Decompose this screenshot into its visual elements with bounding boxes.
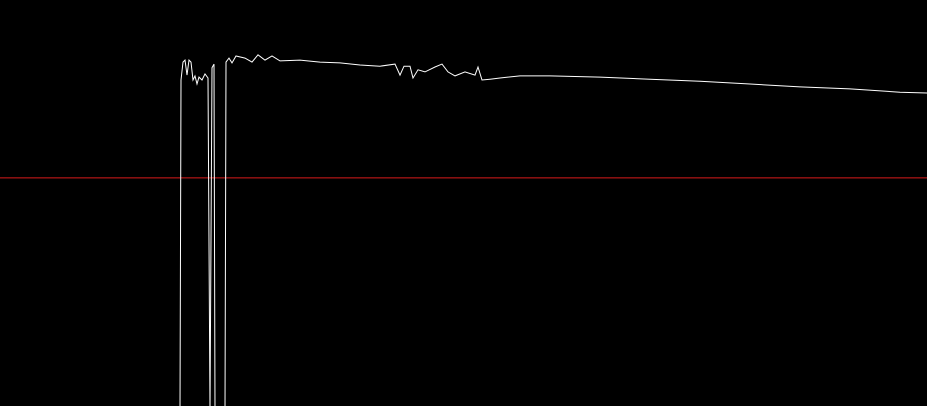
signal-line: [179, 54, 927, 406]
